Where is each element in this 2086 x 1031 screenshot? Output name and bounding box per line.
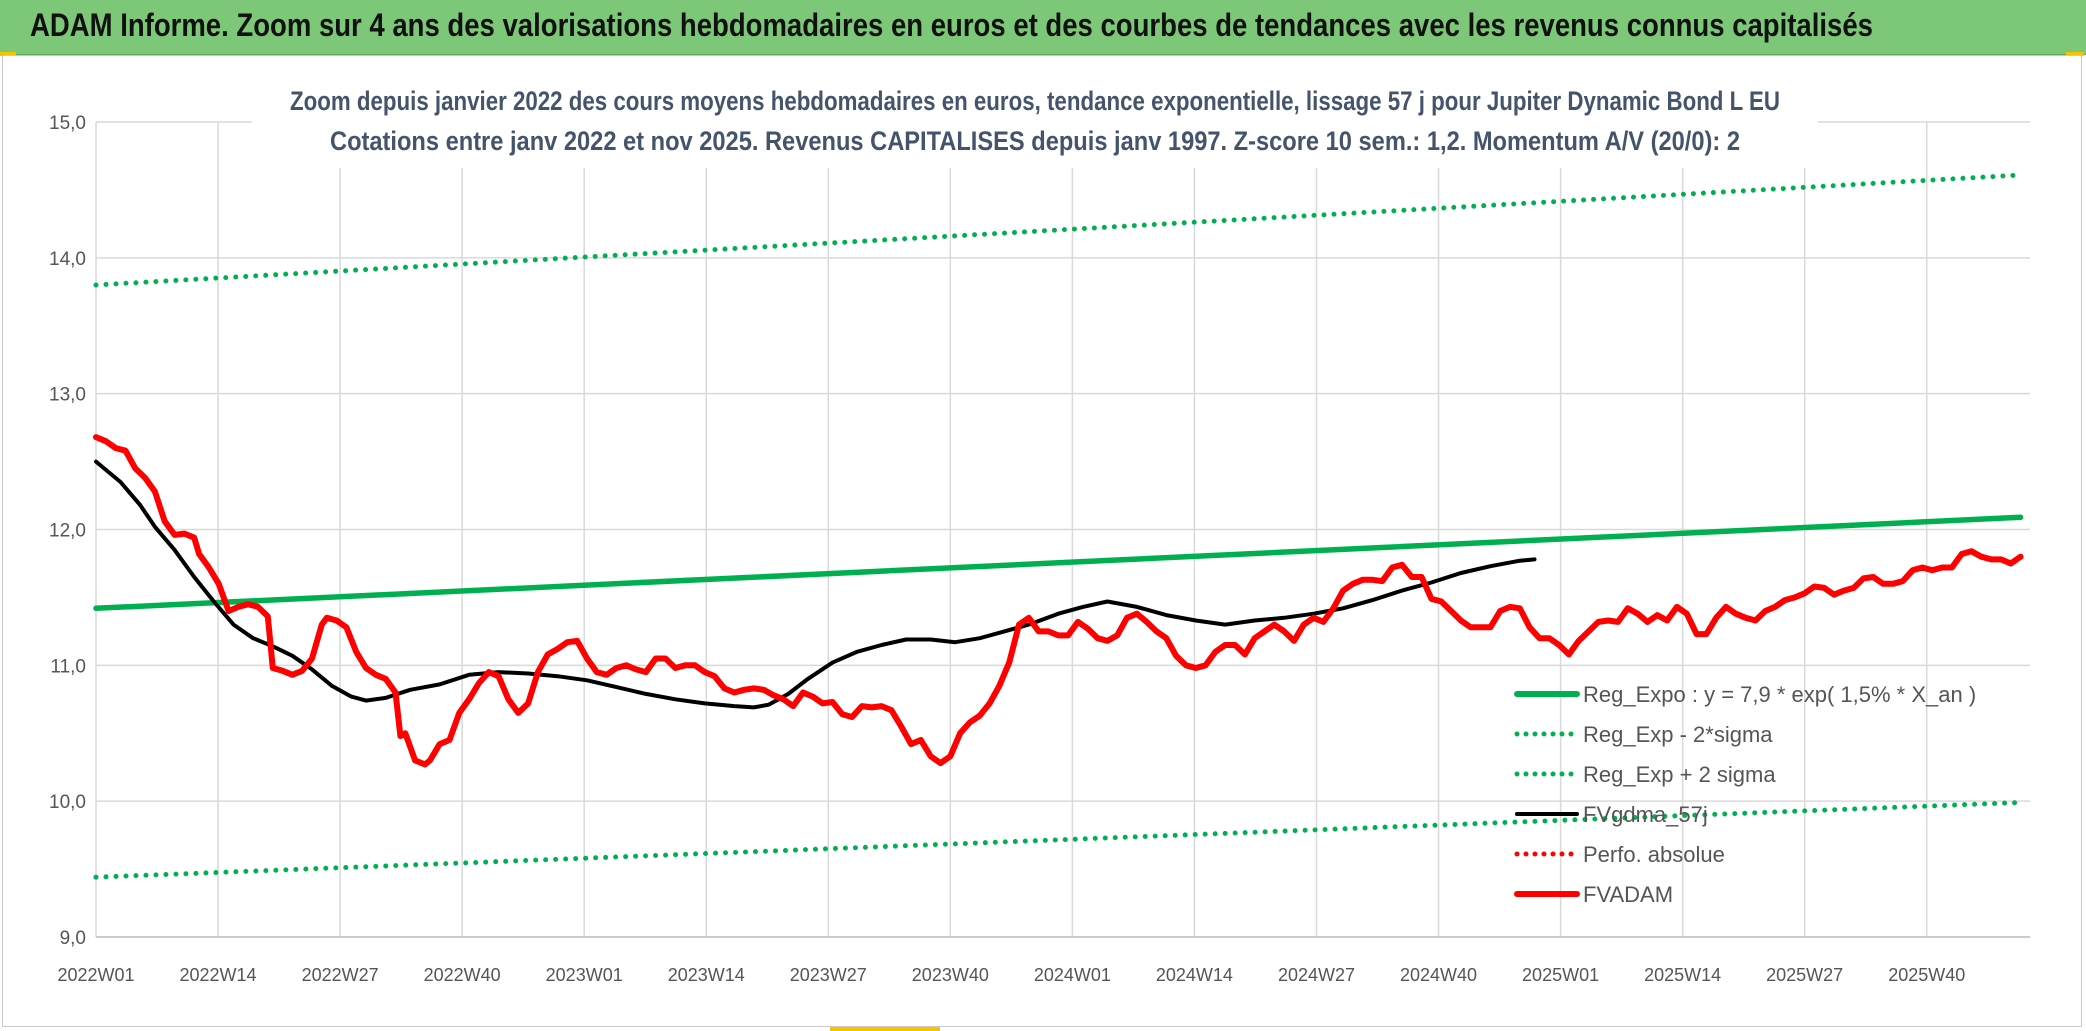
x-tick-label: 2022W40 (424, 965, 501, 985)
y-axis: 9,0 10,0 11,0 12,0 13,0 14,0 15,0 (49, 113, 86, 949)
legend-label: Reg_Expo : y = 7,9 * exp( 1,5% * X_an ) (1583, 682, 1976, 707)
x-tick-label: 2024W14 (1156, 965, 1233, 985)
y-tick-label: 10,0 (49, 792, 86, 813)
y-tick-label: 9,0 (60, 928, 86, 949)
legend-label: Reg_Exp - 2*sigma (1583, 722, 1773, 747)
legend-label: Perfo. absolue (1583, 842, 1725, 867)
x-tick-label: 2023W01 (546, 965, 623, 985)
y-tick-label: 11,0 (50, 656, 86, 677)
x-tick-label: 2024W27 (1278, 965, 1355, 985)
chart-title: Zoom depuis janvier 2022 des cours moyen… (290, 86, 1780, 116)
x-tick-label: 2023W27 (790, 965, 867, 985)
series-line-fvadam (93, 434, 2024, 768)
x-axis: 2022W01 2022W14 2022W27 2022W40 2023W01 2023W… (57, 965, 1965, 985)
x-tick-label: 2025W27 (1766, 965, 1843, 985)
series-line-reg-expo-y-7-9-exp-1-5-x-an (93, 514, 2024, 612)
x-tick-label: 2022W14 (180, 965, 257, 985)
page-title: ADAM Informe. Zoom sur 4 ans des valoris… (30, 7, 1873, 43)
title-background (252, 78, 1818, 168)
x-tick-label: 2022W27 (302, 965, 379, 985)
y-tick-label: 13,0 (49, 385, 86, 406)
legend-label: FVgdma_57j (1583, 802, 1708, 827)
series-line-reg-exp-2-sigma (93, 800, 2024, 880)
x-tick-label: 2025W40 (1888, 965, 1965, 985)
x-tick-label: 2024W40 (1400, 965, 1477, 985)
legend-label: FVADAM (1583, 882, 1673, 907)
chart-frame (2, 55, 2082, 1027)
y-tick-label: 14,0 (49, 249, 86, 270)
header-bar: ADAM Informe. Zoom sur 4 ans des valoris… (0, 0, 2086, 55)
bottom-mark (830, 1027, 940, 1031)
x-tick-label: 2025W01 (1522, 965, 1599, 985)
legend: Reg_Expo : y = 7,9 * exp( 1,5% * X_an ) R… (1514, 682, 1976, 907)
x-tick-label: 2023W40 (912, 965, 989, 985)
corner-mark-left (0, 52, 16, 56)
series-line-reg-exp-2-sigma (93, 172, 2024, 288)
corner-mark-right (2066, 52, 2084, 56)
series-group (93, 172, 2024, 880)
x-tick-label: 2022W01 (57, 965, 134, 985)
x-tick-label: 2023W14 (668, 965, 745, 985)
y-tick-label: 12,0 (49, 521, 86, 542)
x-tick-label: 2024W01 (1034, 965, 1111, 985)
chart-subtitle: Cotations entre janv 2022 et nov 2025. R… (330, 126, 1740, 156)
series-line-fvgdma-57j (94, 459, 1537, 710)
x-tick-label: 2025W14 (1644, 965, 1721, 985)
legend-label: Reg_Exp + 2 sigma (1583, 762, 1776, 787)
y-tick-label: 15,0 (49, 113, 86, 134)
